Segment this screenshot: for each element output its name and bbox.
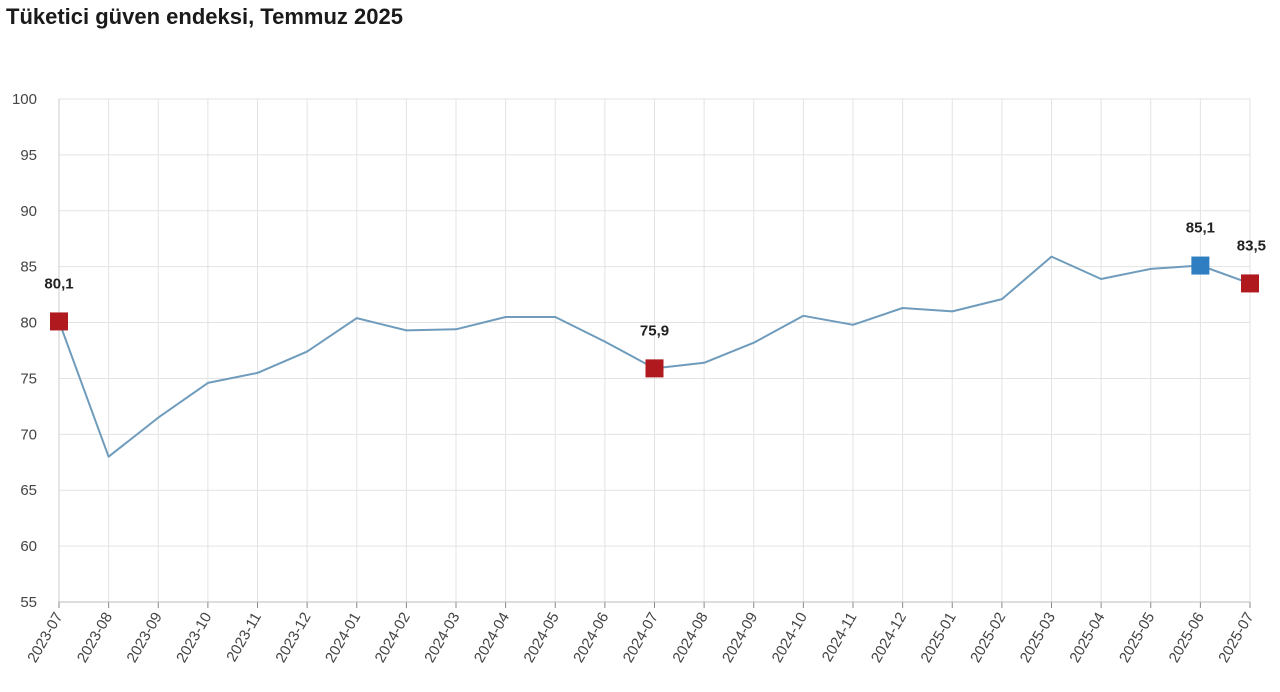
highlight-marker (50, 312, 68, 331)
x-tick-label: 2024-04 (471, 610, 513, 666)
highlight-marker (1241, 274, 1259, 293)
data-label: 83,5 (1237, 237, 1266, 254)
x-tick-label: 2024-02 (372, 610, 414, 666)
x-tick-label: 2025-07 (1215, 610, 1257, 666)
highlight-markers (50, 256, 1259, 378)
x-tick-label: 2025-02 (967, 610, 1009, 666)
y-tick-label: 85 (20, 259, 37, 276)
x-tick-label: 2024-08 (669, 610, 711, 666)
y-tick-label: 90 (20, 203, 37, 220)
x-tick-label: 2024-09 (719, 610, 761, 666)
x-tick-label: 2024-03 (421, 610, 463, 666)
x-tick-label: 2024-10 (769, 610, 811, 666)
y-tick-label: 95 (20, 147, 37, 164)
y-tick-label: 100 (12, 91, 37, 108)
data-labels: 80,1 75,9 85,1 83,5 (44, 220, 1266, 340)
data-label: 75,9 (640, 322, 669, 339)
highlight-marker (645, 359, 664, 378)
x-tick-label: 2024-05 (520, 610, 562, 666)
y-tick-label: 65 (20, 482, 37, 499)
x-tick-label: 2025-05 (1116, 610, 1158, 666)
data-label: 80,1 (44, 275, 73, 292)
chart-title: Tüketici güven endeksi, Temmuz 2025 (6, 4, 403, 29)
y-tick-label: 80 (20, 315, 37, 332)
x-tick-label: 2025-03 (1017, 610, 1059, 666)
x-tick-label: 2023-10 (173, 610, 215, 666)
highlight-marker (1191, 256, 1210, 275)
x-tick-label: 2024-06 (570, 610, 612, 666)
grid (58, 98, 1251, 603)
x-tick-label: 2025-06 (1166, 610, 1208, 666)
x-tick-label: 2023-07 (24, 610, 66, 666)
y-tick-label: 75 (20, 370, 37, 387)
x-tick-label: 2024-12 (868, 610, 910, 666)
y-tick-label: 55 (20, 594, 37, 611)
data-label: 85,1 (1186, 220, 1215, 237)
x-tick-label: 2023-12 (272, 610, 314, 666)
x-tick-label: 2023-11 (223, 610, 265, 665)
y-tick-label: 70 (20, 426, 37, 443)
x-tick-label: 2024-01 (322, 610, 364, 666)
x-tick-label: 2024-07 (620, 610, 662, 666)
x-tick-label: 2023-09 (123, 610, 165, 666)
x-tick-label: 2023-08 (74, 610, 116, 666)
x-tick-label: 2025-04 (1066, 610, 1108, 666)
y-tick-label: 60 (20, 538, 37, 555)
x-tick-label: 2024-11 (819, 610, 861, 665)
x-tick-label: 2025-01 (917, 610, 959, 666)
